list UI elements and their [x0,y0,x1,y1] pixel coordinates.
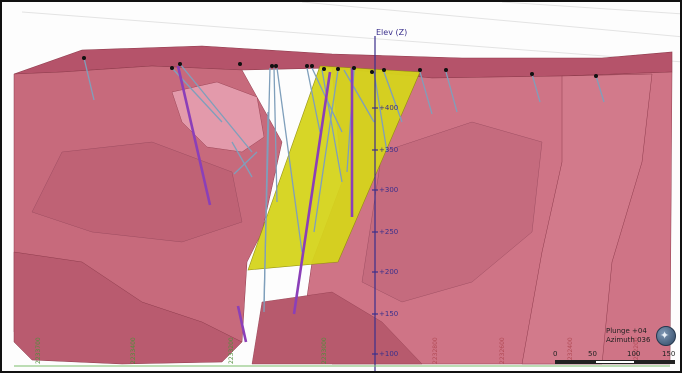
drillhole-collars[interactable] [82,56,598,78]
elevation-tick-label: +350 [379,146,399,154]
elevation-tick-label: +150 [379,310,399,318]
easting-label: 2232800 [432,337,439,364]
plunge-readout: Plunge +04 [606,327,647,335]
solid-east-ridge [521,73,653,365]
solid-fold-shadow [31,141,243,243]
easting-label: 2233400 [130,337,137,364]
compass-needle-icon: ✦ [660,329,670,342]
elevation-axis [372,36,378,371]
elevation-tick-label: +300 [379,186,399,194]
elevation-tick-label: +200 [379,268,399,276]
easting-label: 2232600 [499,337,506,364]
easting-label: 2233200 [228,337,235,364]
easting-label: 2233700 [35,337,42,364]
scale-label: 50 [588,350,597,358]
elevation-tick-label: +250 [379,228,399,236]
grid-lines [21,2,680,63]
scale-label: 150 [662,350,676,358]
scale-segment [555,360,595,364]
drillholes-purple[interactable] [176,65,354,343]
drillholes-blue[interactable] [83,57,605,313]
scale-segment [595,360,635,364]
scale-label: 100 [627,350,641,358]
solid-lower-lobe [13,251,243,365]
vein-plane[interactable] [247,65,421,271]
orientation-readout: Plunge +04 Azimuth 036 [606,327,650,345]
scale-bar [555,360,675,364]
elevation-axis-title: Elev (Z) [376,28,408,37]
easting-label: 2233000 [321,337,328,364]
compass-icon[interactable]: ✦ [656,326,676,346]
solid-mid-facet [361,121,543,303]
scale-segment [635,360,675,364]
orebody-solid [13,45,673,365]
scale-label: 0 [553,350,558,358]
azimuth-readout: Azimuth 036 [606,336,651,344]
elevation-tick-label: +100 [379,350,399,358]
elevation-tick-label: +400 [379,104,399,112]
